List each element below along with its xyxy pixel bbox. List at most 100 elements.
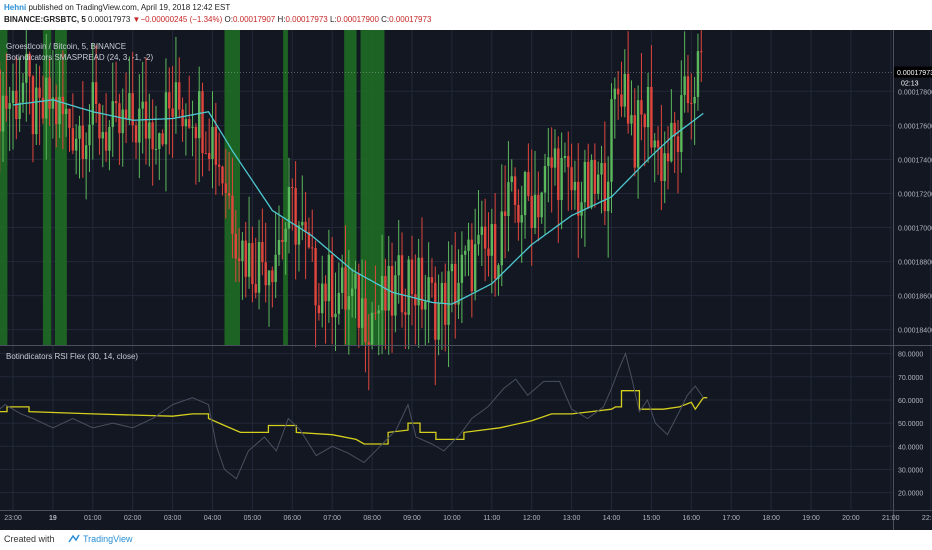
candle-body bbox=[344, 267, 347, 310]
close-label: C: bbox=[381, 15, 390, 24]
candle-body bbox=[530, 195, 533, 228]
candle-body bbox=[573, 181, 577, 191]
candle-body bbox=[464, 250, 467, 255]
time-tick-label: 16:00 bbox=[683, 515, 701, 522]
highlight-band bbox=[42, 30, 52, 345]
candle-body bbox=[646, 86, 650, 128]
highlight-band bbox=[0, 30, 8, 345]
candle-body bbox=[370, 312, 374, 345]
candle-body bbox=[181, 109, 184, 127]
candle-body bbox=[204, 153, 208, 155]
candle-body bbox=[111, 101, 114, 128]
candle-body bbox=[670, 122, 673, 162]
candle-body bbox=[337, 292, 341, 314]
chart-area[interactable]: 0.00017973 02:13 23:00 19 01:00 02:00 03:00 04… bbox=[0, 30, 932, 530]
candle-body bbox=[470, 239, 474, 292]
tradingview-logo-icon bbox=[68, 534, 80, 543]
candle-body bbox=[334, 313, 337, 318]
time-tick-label: 10:00 bbox=[443, 515, 461, 522]
candle-body bbox=[513, 176, 517, 205]
candle-body bbox=[171, 108, 174, 117]
candle-body bbox=[38, 87, 41, 98]
candle-body bbox=[537, 194, 540, 218]
candle-body bbox=[314, 247, 317, 306]
open-label: O: bbox=[224, 15, 233, 24]
time-tick-label: 01:00 bbox=[84, 515, 102, 522]
price-tick-label: 0.00017600 bbox=[898, 123, 932, 130]
candle-body bbox=[430, 277, 434, 283]
candle-body bbox=[25, 53, 28, 83]
candle-body bbox=[540, 192, 543, 218]
candle-body bbox=[301, 221, 304, 226]
candle-body bbox=[673, 122, 676, 137]
candle-body bbox=[497, 265, 500, 279]
candle-body bbox=[241, 240, 244, 262]
candle-body bbox=[367, 342, 370, 345]
candle-body bbox=[138, 108, 141, 143]
chart-title: Groestlcoin / Bitcoin, 5, BINANCE bbox=[6, 42, 127, 51]
rsi-tick-label: 40.0000 bbox=[898, 444, 923, 451]
candle-body bbox=[321, 283, 324, 314]
price-change: −0.00000245 (−1.34%) bbox=[140, 15, 223, 24]
candle-body bbox=[354, 273, 357, 289]
candle-body bbox=[84, 145, 88, 159]
candle-body bbox=[161, 133, 164, 145]
candle-body bbox=[686, 76, 690, 104]
candle-body bbox=[490, 224, 493, 256]
candle-body bbox=[507, 182, 510, 217]
candle-body bbox=[420, 257, 424, 310]
candle-body bbox=[394, 275, 397, 316]
candle-body bbox=[683, 76, 686, 96]
candle-body bbox=[600, 162, 603, 175]
tradingview-brand[interactable]: TradingView bbox=[83, 534, 133, 544]
candle-body bbox=[1, 95, 5, 132]
high-label: H: bbox=[277, 15, 286, 24]
candle-body bbox=[643, 114, 646, 128]
published-text: published on TradingView.com, April 19, … bbox=[28, 3, 231, 12]
candle-body bbox=[55, 97, 58, 125]
time-tick-label: 12:00 bbox=[523, 515, 541, 522]
candle-body bbox=[214, 126, 218, 165]
rsi-tick-label: 20.0000 bbox=[898, 491, 923, 498]
candle-body bbox=[124, 109, 128, 120]
time-tick-label: 19:00 bbox=[802, 515, 820, 522]
author-link[interactable]: Hehni bbox=[4, 3, 27, 12]
candle-body bbox=[364, 298, 367, 343]
candle-body bbox=[477, 234, 480, 245]
candle-body bbox=[61, 96, 65, 115]
candle-body bbox=[660, 147, 663, 182]
candle-body bbox=[377, 310, 380, 314]
candle-body bbox=[51, 97, 55, 109]
rsi-line bbox=[0, 352, 704, 480]
time-tick-label: 02:00 bbox=[124, 515, 142, 522]
candle-body bbox=[261, 242, 264, 263]
candle-body bbox=[340, 267, 344, 293]
candle-body bbox=[221, 166, 224, 184]
candle-body bbox=[424, 301, 427, 310]
candle-body bbox=[198, 91, 201, 139]
candle-body bbox=[550, 157, 553, 168]
candle-body bbox=[281, 239, 284, 242]
price-tick-label: 0.00017400 bbox=[898, 157, 932, 164]
candle-body bbox=[434, 282, 437, 340]
candle-body bbox=[307, 232, 311, 248]
time-tick-label: 03:00 bbox=[164, 515, 182, 522]
chart-canvas[interactable]: 0.00017973 02:13 23:00 19 01:00 02:00 03:00 04… bbox=[0, 30, 932, 530]
candle-body bbox=[304, 221, 307, 233]
rsi-indicator-label[interactable]: Botindicators RSI Flex (30, 14, close) bbox=[6, 352, 139, 361]
candle-body bbox=[284, 228, 287, 242]
candle-body bbox=[114, 101, 118, 104]
candle-body bbox=[244, 240, 247, 277]
candle-body bbox=[570, 167, 573, 191]
candle-body bbox=[583, 161, 587, 203]
candle-body bbox=[184, 119, 188, 127]
time-tick-label: 08:00 bbox=[363, 515, 381, 522]
candle-body bbox=[224, 183, 227, 193]
candle-body bbox=[620, 94, 623, 107]
candle-body bbox=[8, 103, 11, 109]
candle-body bbox=[656, 140, 660, 148]
candle-body bbox=[277, 239, 281, 255]
candle-body bbox=[317, 305, 321, 314]
smaspread-indicator-label[interactable]: Botindicators SMASPREAD (24, 3, -1, -2) bbox=[6, 53, 154, 62]
candle-body bbox=[71, 128, 75, 151]
